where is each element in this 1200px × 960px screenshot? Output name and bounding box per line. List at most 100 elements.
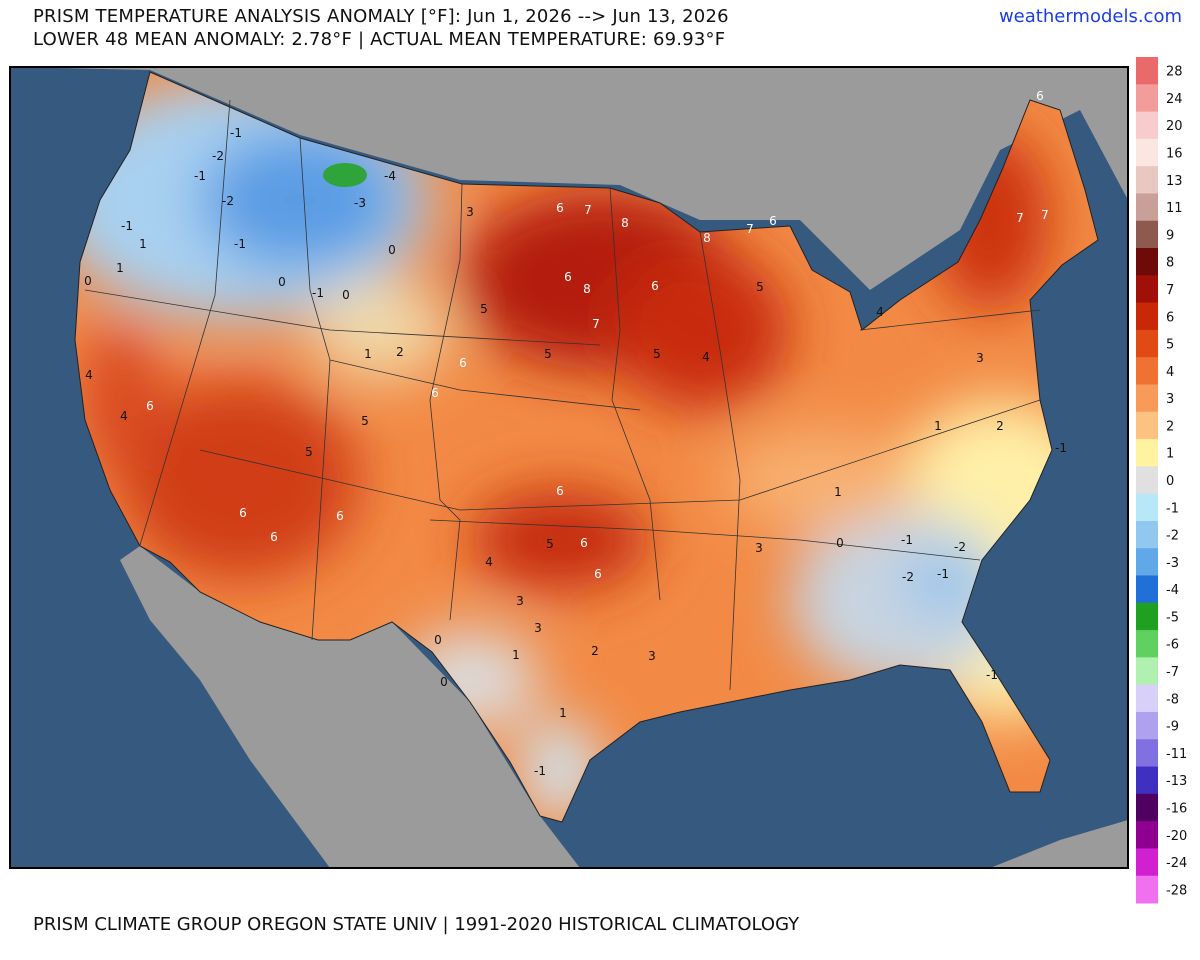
legend-label: 13: [1166, 174, 1183, 189]
legend-label: 24: [1166, 92, 1183, 107]
map-value: 0: [342, 288, 350, 302]
footer: PRISM CLIMATE GROUP OREGON STATE UNIV | …: [33, 914, 800, 935]
map-value: 0: [278, 275, 286, 289]
legend-swatch: [1136, 384, 1158, 413]
legend-label: 16: [1166, 147, 1183, 162]
legend-swatch: [1136, 848, 1158, 877]
legend-label: -24: [1166, 856, 1187, 871]
map-value: -2: [902, 570, 914, 584]
map-value: 6: [431, 386, 439, 400]
legend-label: 0: [1166, 474, 1174, 489]
map-value: 1: [559, 706, 567, 720]
legend-label: 9: [1166, 228, 1174, 243]
map-value: -1: [937, 567, 949, 581]
legend-swatch: [1136, 329, 1158, 358]
legend-swatch: [1136, 711, 1158, 740]
legend-swatch: [1136, 575, 1158, 604]
cuba: [990, 820, 1128, 868]
legend-swatch: [1136, 248, 1158, 276]
legend-swatch: [1136, 602, 1158, 631]
map-value: 6: [564, 270, 572, 284]
map-value: 6: [556, 201, 564, 215]
legend-label: -6: [1166, 638, 1179, 653]
map-value: 1: [834, 485, 842, 499]
map-value: 0: [434, 633, 442, 647]
map-value: 2: [591, 644, 599, 658]
map-value: 1: [364, 347, 372, 361]
map-value: -1: [194, 169, 206, 183]
map-value: 4: [120, 409, 128, 423]
map-value: 0: [84, 274, 92, 288]
map-value: 2: [996, 419, 1004, 433]
legend-label: 6: [1166, 310, 1174, 325]
legend-swatch: [1136, 520, 1158, 549]
legend-swatch: [1136, 684, 1158, 713]
canada: [10, 67, 1128, 290]
map-value: 1: [934, 419, 942, 433]
map-value: 3: [976, 351, 984, 365]
legend-swatch: [1136, 875, 1158, 904]
map-value: 3: [755, 541, 763, 555]
legend-swatch: [1136, 439, 1158, 467]
map-value: -1: [121, 219, 133, 233]
legend-swatch: [1136, 548, 1158, 577]
map-value: 5: [480, 302, 488, 316]
legend-swatch: [1136, 275, 1158, 304]
map-value: 6: [651, 279, 659, 293]
map-value: 5: [546, 537, 554, 551]
legend-swatch: [1136, 111, 1158, 140]
map-value: -1: [986, 668, 998, 682]
legend-label: 5: [1166, 338, 1174, 353]
legend-label: -1: [1166, 501, 1179, 516]
map-value: 3: [648, 649, 656, 663]
site-link[interactable]: weathermodels.com: [998, 6, 1182, 27]
legend-swatch: [1136, 57, 1158, 85]
map-value: 6: [336, 509, 344, 523]
legend-label: -3: [1166, 556, 1179, 571]
map-value: 6: [769, 214, 777, 228]
legend-swatch: [1136, 138, 1158, 167]
subtitle: LOWER 48 MEAN ANOMALY: 2.78°F | ACTUAL M…: [33, 29, 726, 50]
map-value: 6: [580, 536, 588, 550]
legend-swatch: [1136, 739, 1158, 768]
map-value: -1: [312, 286, 324, 300]
legend-swatch: [1136, 630, 1158, 658]
legend-label: -20: [1166, 829, 1187, 844]
map-value: -1: [901, 533, 913, 547]
map-value: 0: [440, 675, 448, 689]
map-value: 6: [594, 567, 602, 581]
legend-label: 7: [1166, 283, 1174, 298]
map-value: -2: [222, 194, 234, 208]
legend-swatch: [1136, 657, 1158, 686]
legend-swatch: [1136, 411, 1158, 440]
map-value: 1: [116, 261, 124, 275]
map-value: 4: [702, 350, 710, 364]
map-value: 3: [534, 621, 542, 635]
map-value: 7: [746, 222, 754, 236]
map-value: 1: [512, 648, 520, 662]
map-value: 7: [584, 203, 592, 217]
legend-swatch: [1136, 357, 1158, 385]
legend-label: 2: [1166, 419, 1174, 434]
map-value: -3: [354, 196, 366, 210]
legend-swatch: [1136, 193, 1158, 222]
legend-label: -9: [1166, 720, 1179, 735]
title: PRISM TEMPERATURE ANALYSIS ANOMALY [°F]:…: [33, 6, 729, 27]
mexico: [120, 546, 580, 868]
legend-label: -5: [1166, 610, 1179, 625]
legend-label: 28: [1166, 65, 1183, 80]
map-value: 2: [396, 345, 404, 359]
map-value: 5: [653, 347, 661, 361]
legend-label: 8: [1166, 256, 1174, 271]
map-value: -2: [954, 540, 966, 554]
map-value: 6: [239, 506, 247, 520]
legend-swatch: [1136, 793, 1158, 822]
map-value: 8: [583, 282, 591, 296]
map-value: 8: [703, 231, 711, 245]
legend-label: -11: [1166, 747, 1187, 762]
map-value: 5: [361, 414, 369, 428]
legend-swatch: [1136, 821, 1158, 849]
legend-swatch: [1136, 302, 1158, 331]
map-value: 8: [621, 216, 629, 230]
